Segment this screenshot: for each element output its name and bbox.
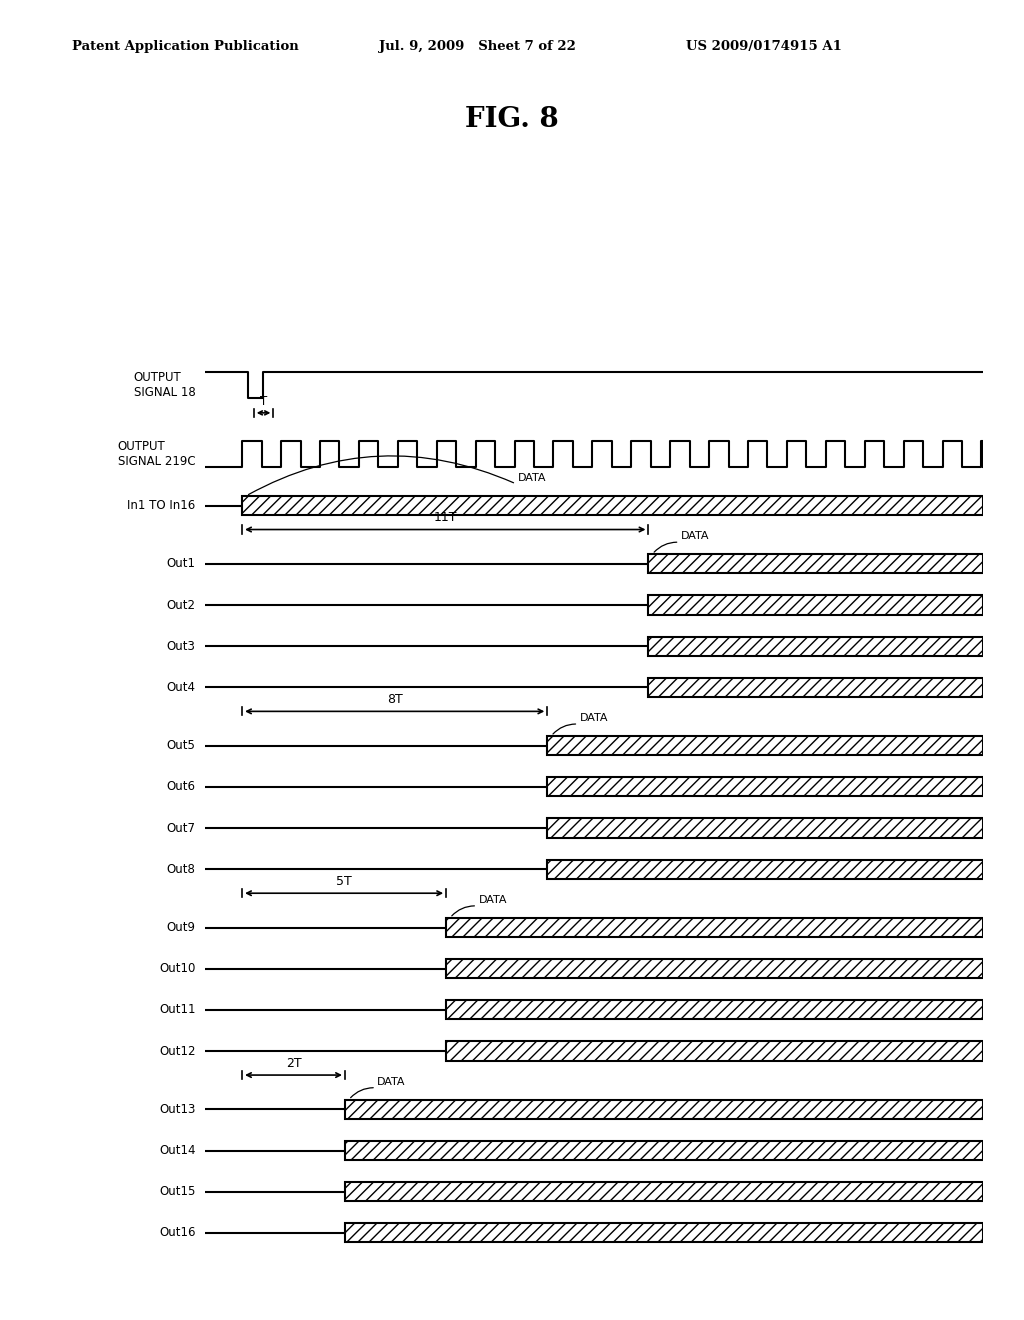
Text: Out13: Out13 <box>159 1104 196 1115</box>
Bar <box>547 818 983 838</box>
Text: Out8: Out8 <box>167 863 196 875</box>
Bar <box>345 1183 983 1201</box>
Text: Out4: Out4 <box>167 681 196 694</box>
Bar <box>547 859 983 879</box>
Text: DATA: DATA <box>377 1077 406 1086</box>
Bar <box>446 1001 983 1019</box>
Text: OUTPUT
SIGNAL 219C: OUTPUT SIGNAL 219C <box>118 440 196 469</box>
Text: Out9: Out9 <box>167 921 196 935</box>
Text: Out15: Out15 <box>159 1185 196 1199</box>
Text: Out3: Out3 <box>167 640 196 652</box>
Bar <box>446 917 983 937</box>
Text: OUTPUT
SIGNAL 18: OUTPUT SIGNAL 18 <box>134 371 196 400</box>
Text: DATA: DATA <box>517 473 546 483</box>
Text: US 2009/0174915 A1: US 2009/0174915 A1 <box>686 40 842 53</box>
Text: Out1: Out1 <box>167 557 196 570</box>
Bar <box>242 496 983 515</box>
Text: Out2: Out2 <box>167 598 196 611</box>
Text: Out12: Out12 <box>159 1044 196 1057</box>
Text: Out5: Out5 <box>167 739 196 752</box>
Text: 2T: 2T <box>286 1057 301 1071</box>
Bar <box>547 777 983 796</box>
Text: 11T: 11T <box>433 511 457 524</box>
Bar <box>648 636 983 656</box>
Text: Out16: Out16 <box>159 1226 196 1239</box>
Text: DATA: DATA <box>580 713 608 723</box>
Text: Out10: Out10 <box>159 962 196 975</box>
Bar <box>547 737 983 755</box>
Text: Jul. 9, 2009   Sheet 7 of 22: Jul. 9, 2009 Sheet 7 of 22 <box>379 40 575 53</box>
Bar <box>345 1140 983 1160</box>
Bar <box>446 1041 983 1061</box>
Text: 8T: 8T <box>387 693 402 706</box>
Bar <box>446 960 983 978</box>
Bar <box>345 1100 983 1119</box>
Text: 5T: 5T <box>336 875 352 888</box>
Text: DATA: DATA <box>478 895 507 906</box>
Bar <box>648 595 983 615</box>
Text: In1 TO In16: In1 TO In16 <box>127 499 196 512</box>
Bar <box>345 1224 983 1242</box>
Text: Out11: Out11 <box>159 1003 196 1016</box>
Bar <box>648 554 983 573</box>
Text: T: T <box>260 395 267 408</box>
Text: Patent Application Publication: Patent Application Publication <box>72 40 298 53</box>
Bar <box>648 677 983 697</box>
Text: Out14: Out14 <box>159 1144 196 1158</box>
Text: Out6: Out6 <box>167 780 196 793</box>
Text: DATA: DATA <box>681 531 710 541</box>
Text: Out7: Out7 <box>167 821 196 834</box>
Text: FIG. 8: FIG. 8 <box>465 106 559 132</box>
